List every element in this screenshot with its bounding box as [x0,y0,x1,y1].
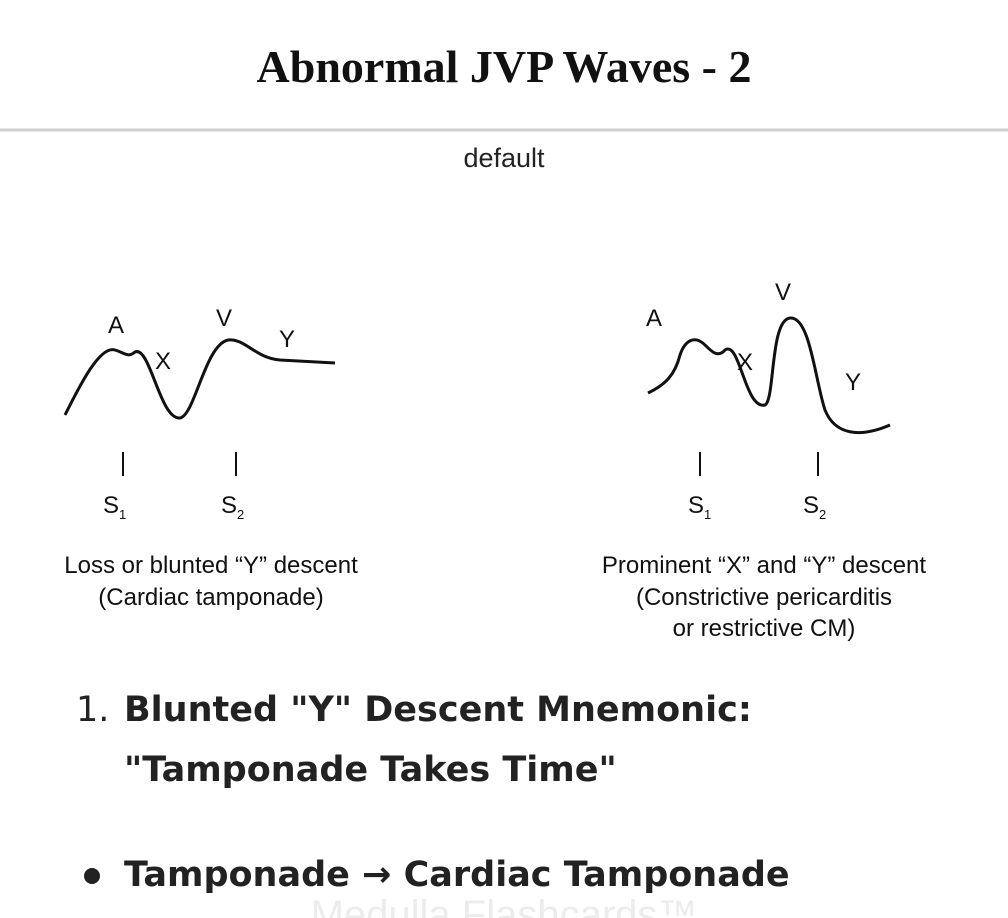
bullet-dot [84,868,100,884]
wave-label: Y [279,326,295,353]
wave-curve [647,316,891,435]
caption: or restrictive CM) [673,615,856,642]
wave-label: A [108,312,124,339]
caption: (Constrictive pericarditis [636,584,892,611]
list-item: Blunted "Y" Descent Mnemonic: "Tamponade… [124,690,752,790]
caption: Loss or blunted “Y” descent [64,552,358,579]
watermark: Medulla Flashcards™ [311,893,698,918]
caption: (Cardiac tamponade) [98,584,323,611]
subtitle: default [463,143,545,173]
marker-label: S1 [103,492,126,522]
marker-label: S2 [803,492,826,522]
bullet-item: Tamponade → Cardiac Tamponade [124,855,790,895]
caption: Prominent “X” and “Y” descent [602,552,926,579]
wave-curve [63,338,336,420]
wave-label: V [775,279,791,306]
marker-label: S1 [688,492,711,522]
wave-label: Y [845,369,861,396]
wave-label: X [737,349,753,376]
wave-label: V [216,305,232,332]
wave-label: A [646,305,662,332]
list-number: 1. [76,690,110,730]
marker-label: S2 [221,492,244,522]
wave-label: X [155,348,171,375]
title: Abnormal JVP Waves - 2 [257,41,752,92]
